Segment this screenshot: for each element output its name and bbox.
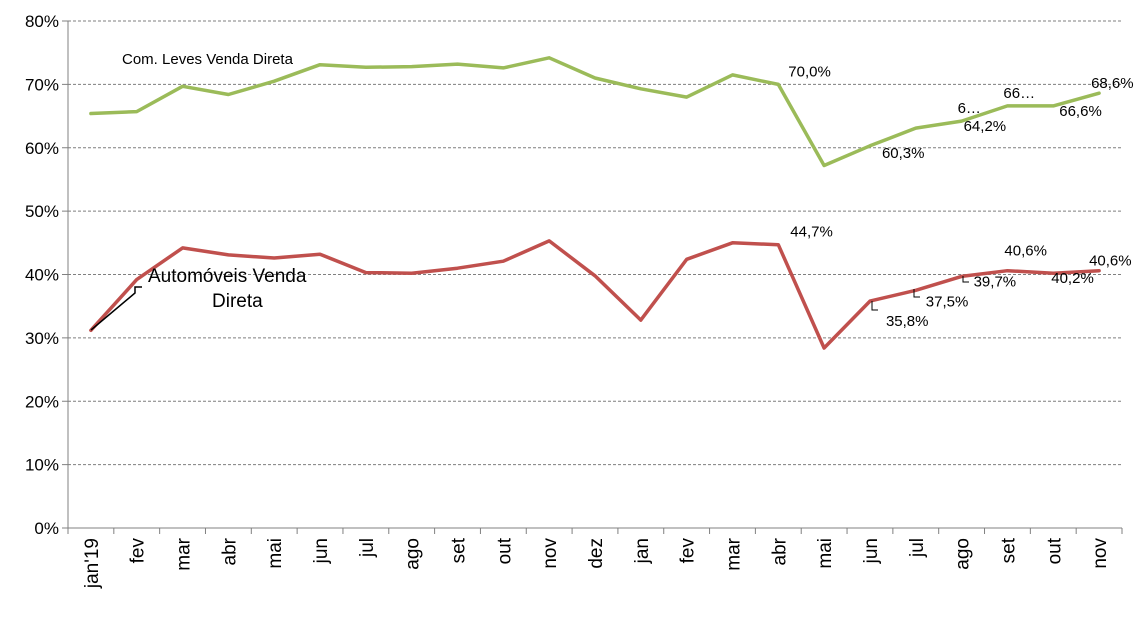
x-tick-label: jul bbox=[907, 538, 928, 558]
data-label: 44,7% bbox=[790, 224, 833, 241]
series-line-automoveis bbox=[89, 239, 1101, 350]
x-tick-label: ago bbox=[953, 538, 974, 570]
data-label: 40,6% bbox=[1004, 243, 1047, 260]
x-tick-label: out bbox=[1044, 537, 1065, 564]
data-label: 37,5% bbox=[926, 293, 969, 310]
x-tick-label: fev bbox=[128, 538, 149, 564]
x-tick-label: set bbox=[998, 537, 1019, 563]
series-label-com-leves: Com. Leves Venda Direta bbox=[122, 51, 294, 68]
data-label: 39,7% bbox=[974, 273, 1017, 290]
series-names: Com. Leves Venda Direta Automóveis Venda D… bbox=[122, 51, 307, 312]
x-tick-label: jul bbox=[357, 538, 378, 558]
x-tick-label: mai bbox=[815, 538, 836, 569]
data-label: 40,6% bbox=[1089, 253, 1132, 270]
label-leader-line bbox=[871, 301, 878, 311]
x-tick-label: jun bbox=[861, 538, 882, 564]
data-label: 64,2% bbox=[964, 118, 1007, 135]
x-tick-label: nov bbox=[1090, 538, 1111, 569]
data-label: 70,0% bbox=[788, 63, 831, 80]
y-tick-label: 10% bbox=[25, 456, 59, 475]
data-label: 6… bbox=[958, 100, 981, 117]
y-tick-labels: 0% 10% 20% 30% 40% 50% 60% 70% 80% bbox=[25, 12, 59, 538]
axes bbox=[62, 20, 1123, 534]
x-tick-label: dez bbox=[586, 538, 607, 569]
series-line-com-leves bbox=[89, 56, 1101, 168]
data-label: 35,8% bbox=[886, 313, 929, 330]
x-tick-label: fev bbox=[678, 538, 699, 564]
x-tick-label: abr bbox=[219, 537, 240, 565]
x-tick-label: jun bbox=[311, 538, 332, 564]
x-tick-label: ago bbox=[403, 538, 424, 570]
data-label: 66,6% bbox=[1059, 103, 1102, 120]
y-tick-label: 0% bbox=[34, 519, 59, 538]
x-tick-label: nov bbox=[540, 538, 561, 569]
data-label: 60,3% bbox=[882, 145, 925, 162]
x-tick-label: out bbox=[494, 537, 515, 564]
y-tick-label: 70% bbox=[25, 75, 59, 94]
x-tick-label: mar bbox=[723, 537, 744, 570]
x-tick-label: abr bbox=[769, 537, 790, 565]
y-tick-label: 20% bbox=[25, 392, 59, 411]
gridlines bbox=[68, 20, 1122, 466]
x-tick-label: mai bbox=[265, 538, 286, 569]
series-label-leader bbox=[90, 286, 142, 331]
y-tick-label: 40% bbox=[25, 266, 59, 285]
data-label: 68,6% bbox=[1091, 75, 1134, 92]
data-label: 40,2% bbox=[1051, 270, 1094, 287]
x-tick-label: set bbox=[449, 537, 470, 563]
x-tick-label: mar bbox=[174, 537, 195, 570]
data-labels: 70,0% 60,3% 6…64,2% 66… 66,6% 68,6% 44,7% 35,8%… bbox=[788, 63, 1133, 330]
y-tick-label: 80% bbox=[25, 12, 59, 31]
y-tick-label: 50% bbox=[25, 202, 59, 221]
x-tick-labels: jan'19 fev mar abr mai jun jul ago set out nov dez j… bbox=[82, 537, 1111, 589]
leader-lines bbox=[90, 276, 969, 331]
data-label: 66… bbox=[1003, 85, 1035, 102]
x-tick-label: jan bbox=[632, 538, 653, 564]
y-tick-label: 60% bbox=[25, 139, 59, 158]
label-leader-line bbox=[962, 276, 969, 283]
y-tick-label: 30% bbox=[25, 329, 59, 348]
series-label-automoveis-line2: Direta bbox=[212, 291, 263, 312]
label-leader-line bbox=[913, 289, 920, 298]
series-label-automoveis-line1: Automóveis Venda bbox=[148, 266, 307, 287]
series-lines bbox=[89, 56, 1101, 350]
x-tick-label: jan'19 bbox=[82, 538, 103, 589]
